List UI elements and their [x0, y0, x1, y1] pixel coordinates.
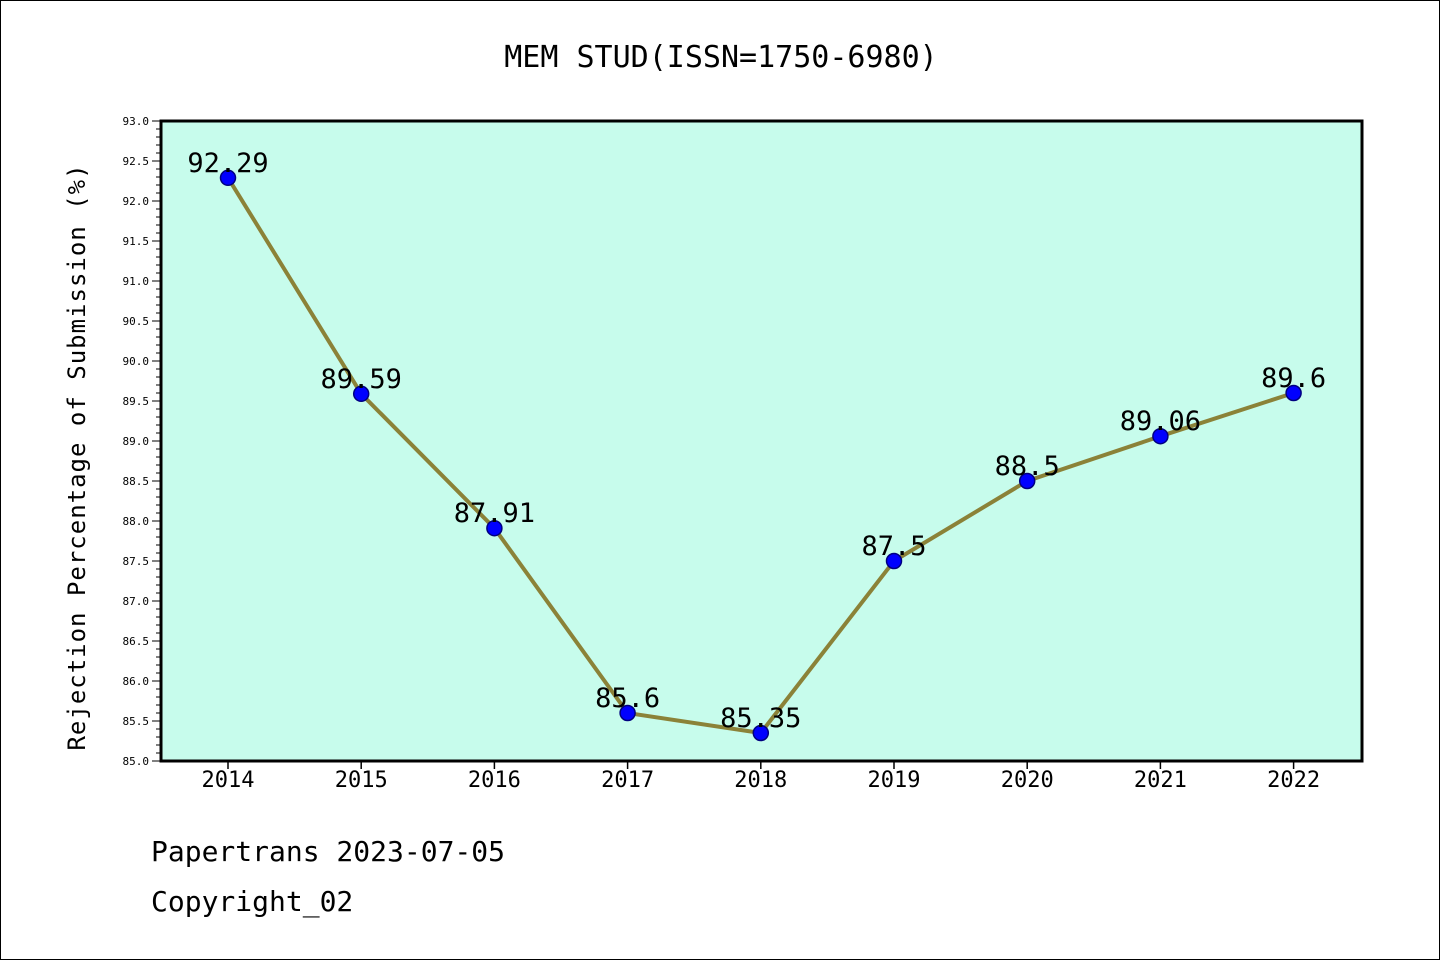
- y-tick-label: 89.5: [123, 395, 150, 408]
- x-tick-label: 2020: [1001, 768, 1054, 793]
- x-axis: 2014 2015 2016 2017 2018 2019 2020 2021 2022: [202, 761, 1320, 793]
- y-tick-label: 86.0: [123, 675, 150, 688]
- x-tick-label: 2017: [601, 768, 654, 793]
- y-axis: 85.0 85.5 86.0 86.5 87.0 87.5 88.0 88.5 89.0 89.5…: [123, 115, 161, 768]
- y-axis-label: Rejection Percentage of Submission (%): [63, 163, 91, 750]
- footer-copyright: Copyright_02: [151, 885, 354, 918]
- y-tick-label: 87.0: [123, 595, 150, 608]
- data-point: [1285, 384, 1302, 402]
- data-point: [885, 552, 903, 570]
- y-tick-label: 90.5: [123, 315, 150, 328]
- y-tick-label: 85.0: [123, 755, 150, 768]
- data-point: [486, 519, 503, 537]
- data-point: [219, 169, 237, 187]
- y-tick-label: 85.5: [123, 715, 150, 728]
- data-label: 89.06: [1120, 406, 1201, 437]
- data-label: 89.59: [321, 364, 402, 395]
- data-label: 85.6: [595, 683, 660, 714]
- y-tick-label: 88.5: [123, 475, 150, 488]
- y-tick-label: 90.0: [123, 355, 150, 368]
- x-tick-label: 2014: [202, 768, 255, 793]
- y-tick-label: 93.0: [123, 115, 150, 128]
- data-point: [1018, 472, 1036, 490]
- plot-area: [161, 121, 1362, 761]
- data-point: [352, 385, 370, 403]
- data-label: 85.35: [720, 703, 801, 734]
- x-tick-label: 2022: [1267, 768, 1320, 793]
- plot-border: [159, 119, 1364, 763]
- x-tick-label: 2021: [1134, 768, 1187, 793]
- data-point: [752, 724, 770, 742]
- footer-date: Papertrans 2023-07-05: [151, 835, 506, 868]
- data-label: 87.91: [454, 498, 535, 529]
- x-tick-label: 2015: [335, 768, 388, 793]
- y-tick-label: 89.0: [123, 435, 150, 448]
- y-tick-label: 88.0: [123, 515, 150, 528]
- x-tick-label: 2019: [868, 768, 921, 793]
- x-tick-label: 2018: [734, 768, 787, 793]
- y-tick-label: 91.0: [123, 275, 150, 288]
- data-label: 92.29: [187, 148, 268, 179]
- data-label: 89.6: [1261, 363, 1326, 394]
- data-point: [619, 704, 636, 722]
- y-tick-label: 92.0: [123, 195, 150, 208]
- data-label: 87.5: [861, 531, 926, 562]
- series-group: 92.29 89.59 87.91 85.6 85.35 87.5 88.5 89.06 89.…: [187, 148, 1326, 742]
- y-tick-label: 86.5: [123, 635, 150, 648]
- data-point: [1152, 427, 1169, 445]
- y-tick-label: 87.5: [123, 555, 150, 568]
- y-tick-label: 92.5: [123, 155, 150, 168]
- data-label: 88.5: [995, 451, 1060, 482]
- x-tick-label: 2016: [468, 768, 521, 793]
- chart-title: MEM STUD(ISSN=1750-6980): [504, 40, 937, 75]
- y-tick-label: 91.5: [123, 235, 150, 248]
